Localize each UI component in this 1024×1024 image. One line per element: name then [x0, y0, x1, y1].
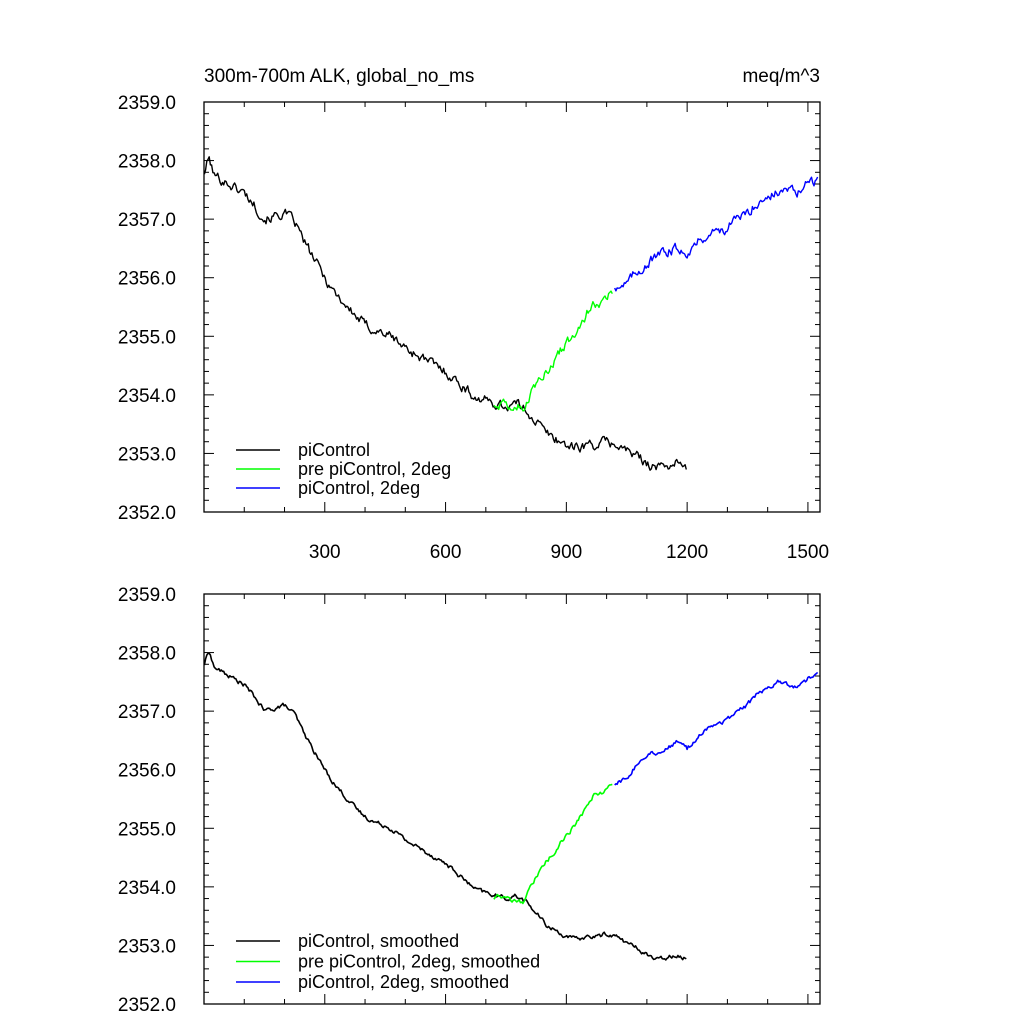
x-tick-label: 600 [430, 542, 462, 563]
legend-label: pre piControl, 2deg, smoothed [298, 952, 540, 972]
legend-label: piControl, 2deg, smoothed [298, 972, 509, 992]
x-tick-label: 1200 [666, 542, 708, 563]
chart-title: 300m-700m ALK, global_no_ms [204, 66, 474, 87]
bottom-panel: 2352.0 2353.0 2354.0 2355.0 2356.0 2357.0 2358… [118, 585, 821, 1016]
y-tick-label: 2357.0 [118, 702, 176, 723]
legend-label: pre piControl, 2deg [298, 459, 451, 479]
units-label: meq/m^3 [742, 66, 820, 87]
y-tick-label: 2357.0 [118, 210, 176, 231]
axes: 2352.0 2353.0 2354.0 2355.0 2356.0 2357.0 2358… [118, 93, 829, 563]
series-line-1 [493, 290, 613, 412]
y-tick-label: 2355.0 [118, 819, 176, 840]
x-tick-label: 1500 [787, 542, 829, 563]
legend-label: piControl, smoothed [298, 931, 459, 951]
plot-area [203, 652, 819, 961]
plot-frame [203, 593, 821, 1005]
top-panel: 300m-700m ALK, global_no_ms meq/m^3 2352… [118, 66, 829, 563]
y-tick-label: 2353.0 [118, 936, 176, 957]
legend-label: piControl, 2deg [298, 478, 420, 498]
series-line-2 [614, 671, 819, 786]
y-tick-label: 2352.0 [118, 503, 176, 524]
y-tick-label: 2352.0 [118, 995, 176, 1016]
y-tick-label: 2356.0 [118, 269, 176, 290]
plot-frame [203, 101, 821, 513]
y-tick-label: 2353.0 [118, 444, 176, 465]
y-tick-label: 2359.0 [118, 585, 176, 606]
x-tick-label: 900 [551, 542, 583, 563]
y-tick-label: 2354.0 [118, 386, 176, 407]
series-line-1 [493, 783, 613, 905]
y-tick-label: 2358.0 [118, 152, 176, 173]
y-tick-label: 2355.0 [118, 327, 176, 348]
plot-area [203, 156, 819, 471]
axes: 2352.0 2353.0 2354.0 2355.0 2356.0 2357.0 2358… [118, 585, 821, 1016]
y-tick-label: 2358.0 [118, 644, 176, 665]
x-tick-label: 300 [309, 542, 341, 563]
y-tick-label: 2354.0 [118, 878, 176, 899]
series-line-2 [614, 176, 819, 292]
series-line-0 [203, 156, 687, 471]
series-line-0 [203, 652, 687, 961]
y-tick-label: 2359.0 [118, 93, 176, 114]
y-tick-label: 2356.0 [118, 761, 176, 782]
legend-label: piControl [298, 440, 370, 460]
